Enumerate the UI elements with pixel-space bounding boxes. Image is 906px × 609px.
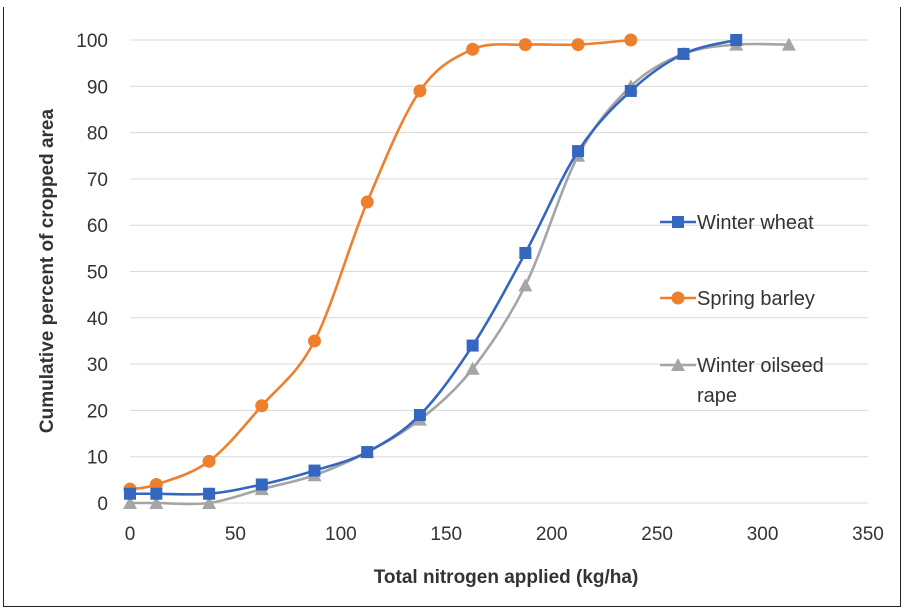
- y-tick-label: 30: [87, 355, 108, 376]
- legend-item: Spring barley: [660, 288, 815, 310]
- series-spring-barley: [123, 33, 638, 496]
- x-axis-title: Total nitrogen applied (kg/ha): [374, 567, 639, 588]
- data-point: [466, 42, 480, 56]
- legend: Winter wheat Spring barley Winter oilseed r…: [660, 212, 824, 407]
- series-line: [130, 38, 737, 496]
- x-tick-label: 150: [430, 524, 462, 545]
- legend-item: Winter oilseed rape: [660, 355, 824, 407]
- data-point: [624, 33, 638, 47]
- x-tick-label: 250: [641, 524, 673, 545]
- series-winter-oilseed-rape: [123, 37, 796, 509]
- data-point: [519, 246, 532, 259]
- data-point: [571, 38, 585, 52]
- data-point: [360, 195, 374, 209]
- y-tick-label: 60: [87, 216, 108, 237]
- x-tick-label: 200: [536, 524, 568, 545]
- y-tick-labels: 0 10 20 30 40 50 60 70 80 90 100: [76, 31, 108, 515]
- data-point: [518, 278, 533, 292]
- y-tick-label: 80: [87, 124, 108, 145]
- legend-marker: [671, 358, 685, 371]
- data-point: [308, 334, 321, 348]
- y-tick-label: 90: [87, 77, 108, 98]
- y-axis-title: Cumulative percent of cropped area: [37, 109, 58, 434]
- y-tick-label: 70: [87, 170, 108, 191]
- data-point: [149, 477, 163, 491]
- y-tick-label: 20: [87, 401, 108, 422]
- legend-item: Winter wheat: [660, 212, 814, 234]
- x-tick-labels: 0 50 100 150 200 250 300 350: [125, 524, 884, 545]
- data-point: [255, 478, 268, 491]
- data-point: [781, 37, 796, 51]
- legend-label: Spring barley: [697, 288, 815, 310]
- data-point: [413, 84, 427, 98]
- data-point: [124, 487, 136, 500]
- data-point: [150, 487, 163, 500]
- y-tick-label: 10: [87, 448, 108, 469]
- data-point: [465, 361, 480, 375]
- data-point: [149, 496, 164, 509]
- series-line: [129, 38, 631, 491]
- data-point: [202, 454, 216, 468]
- y-tick-label: 50: [87, 263, 108, 284]
- x-tick-label: 350: [852, 524, 884, 545]
- data-point: [361, 446, 374, 459]
- y-tick-label: 100: [76, 31, 108, 52]
- series-group: [123, 33, 796, 509]
- data-point: [203, 487, 216, 500]
- data-point: [730, 34, 743, 46]
- y-tick-label: 40: [87, 309, 108, 330]
- data-point: [308, 464, 321, 477]
- data-point: [413, 409, 426, 422]
- legend-label: Winter wheat: [697, 212, 814, 234]
- data-point: [518, 38, 532, 52]
- data-point: [123, 496, 137, 509]
- legend-label: Winter oilseed rape: [697, 355, 824, 407]
- y-tick-label: 0: [97, 494, 108, 515]
- data-point: [255, 399, 269, 413]
- gridlines: [130, 39, 868, 504]
- data-point: [466, 339, 479, 352]
- series-line: [130, 42, 789, 506]
- data-point: [572, 145, 585, 158]
- data-point: [202, 496, 217, 509]
- x-tick-label: 100: [325, 524, 357, 545]
- data-point: [624, 84, 637, 97]
- x-tick-label: 300: [747, 524, 779, 545]
- x-tick-label: 0: [125, 524, 136, 545]
- legend-marker: [671, 291, 685, 305]
- x-tick-label: 50: [225, 524, 246, 545]
- series-winter-wheat: [124, 34, 743, 500]
- chart-frame: [3, 7, 901, 607]
- data-point: [677, 47, 690, 60]
- legend-marker: [672, 216, 684, 228]
